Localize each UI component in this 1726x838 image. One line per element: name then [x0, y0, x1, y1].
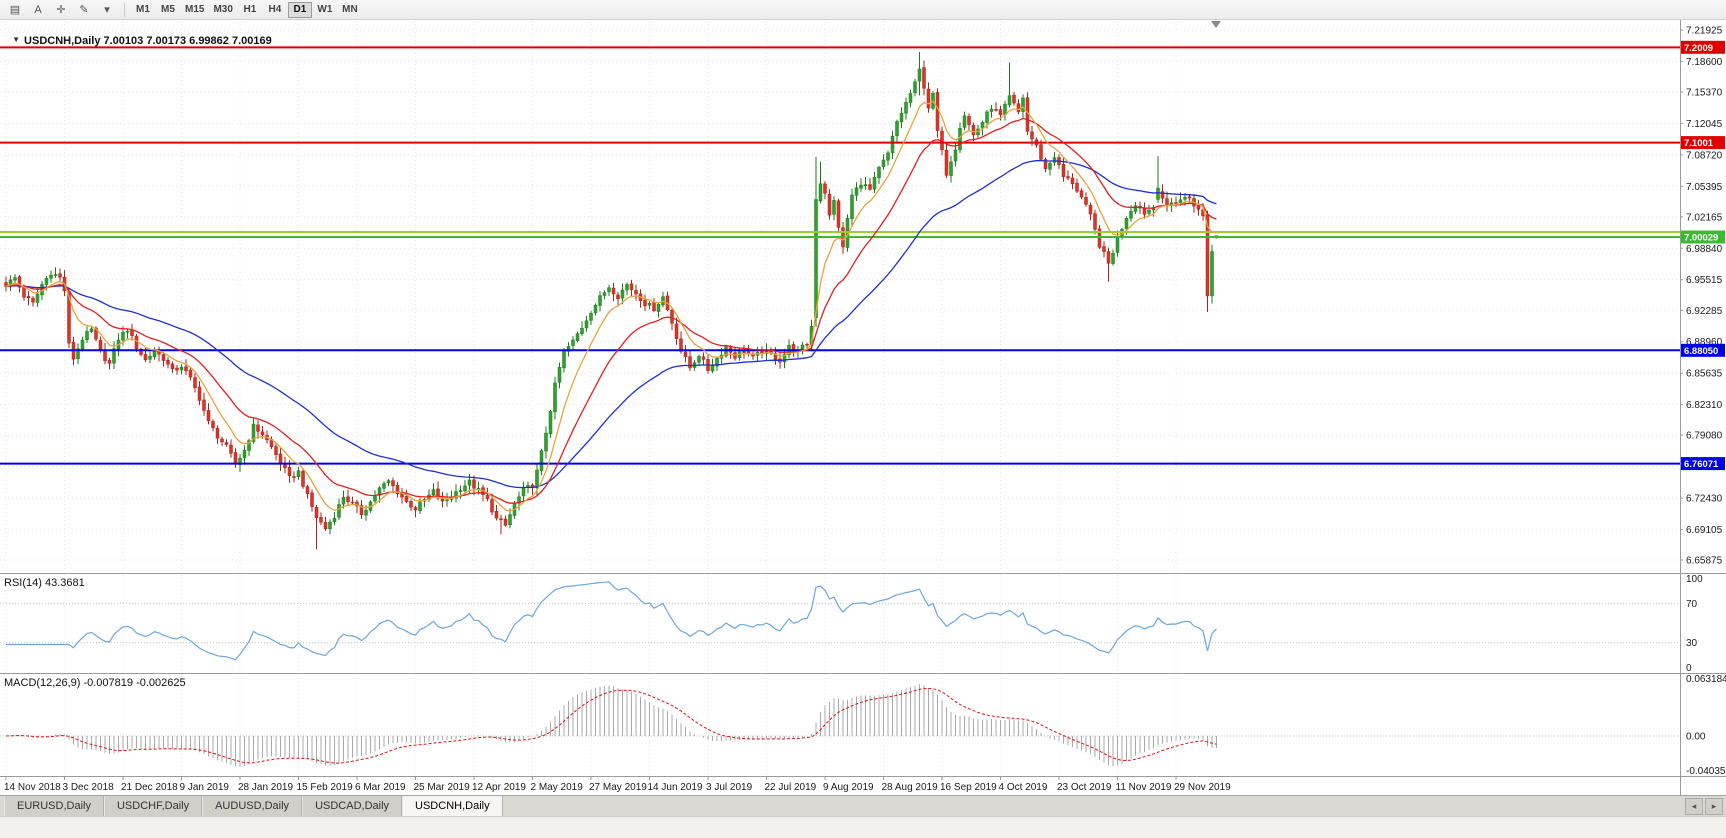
macd-histogram	[10, 684, 1217, 767]
chart-tab-bar: EURUSD,Daily USDCHF,Daily AUDUSD,Daily USDC…	[0, 795, 1726, 816]
chart-menu-icon[interactable]: ▤	[9, 4, 21, 16]
svg-text:6.88050: 6.88050	[1684, 346, 1718, 357]
svg-text:21 Dec 2018: 21 Dec 2018	[121, 782, 178, 793]
macd-signal-line	[5, 687, 1217, 764]
svg-text:7.2009: 7.2009	[1684, 43, 1713, 54]
date-axis[interactable]: 14 Nov 2018 3 Dec 2018 21 Dec 2018 9 Jan 20…	[4, 776, 1231, 793]
cursor-tool-icon[interactable]: A	[34, 3, 42, 16]
svg-text:9 Jan 2019: 9 Jan 2019	[180, 782, 230, 793]
svg-text:16 Sep 2019: 16 Sep 2019	[940, 782, 997, 793]
svg-text:0.063184: 0.063184	[1686, 674, 1726, 685]
chart-canvas[interactable]: 7.21925 7.18600 7.15370 7.12045 7.08720 7.053…	[0, 0, 1726, 796]
crosshair-icon[interactable]: ✛	[56, 4, 66, 16]
svg-text:6.92285: 6.92285	[1686, 306, 1723, 317]
svg-text:6.65875: 6.65875	[1686, 556, 1723, 567]
svg-text:6.98840: 6.98840	[1686, 244, 1723, 255]
svg-text:12 Apr 2019: 12 Apr 2019	[472, 782, 526, 793]
svg-text:7.18600: 7.18600	[1686, 57, 1723, 68]
svg-text:70: 70	[1686, 599, 1698, 610]
rsi-line	[6, 581, 1217, 661]
timeframe-button-m30[interactable]: M30	[213, 4, 233, 15]
svg-text:7.15370: 7.15370	[1686, 88, 1723, 99]
svg-text:3 Dec 2018: 3 Dec 2018	[63, 782, 115, 793]
level-lines[interactable]	[0, 46, 1680, 465]
pane-separators	[0, 20, 1726, 795]
rsi-pane	[0, 581, 1680, 661]
svg-text:7.00029: 7.00029	[1684, 233, 1718, 244]
tab-list: EURUSD,Daily USDCHF,Daily AUDUSD,Daily USDC…	[4, 796, 503, 816]
timeframe-button-h1[interactable]: H1	[243, 4, 257, 15]
timeframe-button-m15[interactable]: M15	[185, 4, 205, 15]
ma-fast-line	[5, 100, 1217, 512]
tab-scroll-right-button[interactable]: ▸	[1705, 797, 1723, 815]
svg-text:6.82310: 6.82310	[1686, 400, 1723, 411]
svg-text:9 Aug 2019: 9 Aug 2019	[823, 782, 874, 793]
svg-text:3 Jul 2019: 3 Jul 2019	[706, 782, 753, 793]
macd-pane	[0, 684, 1680, 767]
toolbar: ▤ A ✛ ✎ ▾ M1 M5 M15 M30 H1 H4 D1 W1 MN	[0, 0, 1726, 20]
tab-usdchf-daily[interactable]: USDCHF,Daily	[103, 796, 203, 816]
svg-text:7.21925: 7.21925	[1686, 26, 1723, 37]
svg-text:25 Mar 2019: 25 Mar 2019	[414, 782, 471, 793]
svg-text:7.08720: 7.08720	[1686, 150, 1723, 161]
timeframe-button-h4[interactable]: H4	[268, 4, 282, 15]
svg-text:7.1001: 7.1001	[1684, 138, 1714, 149]
tab-audusd-daily[interactable]: AUDUSD,Daily	[202, 796, 303, 816]
toolbar-icons: ▤ A ✛ ✎ ▾	[4, 1, 118, 19]
svg-text:15 Feb 2019: 15 Feb 2019	[297, 782, 354, 793]
tab-usdcad-daily[interactable]: USDCAD,Daily	[302, 796, 403, 816]
svg-text:6.69105: 6.69105	[1686, 525, 1723, 536]
svg-text:0: 0	[1686, 663, 1692, 674]
draw-dropdown-icon[interactable]: ▾	[104, 4, 110, 16]
timeframe-button-m5[interactable]: M5	[161, 4, 175, 15]
tab-usdcnh-daily[interactable]: USDCNH,Daily	[402, 796, 503, 816]
svg-text:7.02165: 7.02165	[1686, 212, 1723, 223]
tab-arrows: ◂ ▸	[1685, 796, 1726, 816]
level-labels: 7.2009 7.1001 7.00029 6.88050 6.76071	[1681, 40, 1725, 471]
svg-text:2 May 2019: 2 May 2019	[531, 782, 584, 793]
vertical-grid	[5, 20, 1177, 776]
svg-text:28 Aug 2019: 28 Aug 2019	[882, 782, 939, 793]
toolbar-separator	[124, 2, 125, 17]
svg-text:-0.040355: -0.040355	[1686, 766, 1726, 777]
svg-text:28 Jan 2019: 28 Jan 2019	[238, 782, 293, 793]
svg-text:7.12045: 7.12045	[1686, 119, 1723, 130]
svg-text:4 Oct 2019: 4 Oct 2019	[999, 782, 1048, 793]
svg-text:0.00: 0.00	[1686, 732, 1706, 743]
timeframe-button-d1[interactable]: D1	[287, 1, 312, 18]
timeframe-buttons: M1 M5 M15 M30 H1 H4 D1 W1 MN	[131, 1, 362, 18]
svg-text:6.85635: 6.85635	[1686, 369, 1723, 380]
svg-text:6.76071: 6.76071	[1684, 459, 1719, 470]
svg-text:7.05395: 7.05395	[1686, 182, 1723, 193]
shift-marker	[1211, 21, 1221, 28]
candles[interactable]	[4, 52, 1219, 550]
svg-text:6.88960: 6.88960	[1686, 337, 1723, 348]
timeframe-button-mn[interactable]: MN	[342, 4, 358, 15]
svg-text:6.95515: 6.95515	[1686, 275, 1723, 286]
svg-text:30: 30	[1686, 638, 1698, 649]
ma-medium-line	[5, 117, 1217, 504]
svg-text:11 Nov 2019: 11 Nov 2019	[1116, 782, 1172, 793]
svg-text:6.79080: 6.79080	[1686, 431, 1723, 442]
draw-tool-icon[interactable]: ✎	[79, 4, 89, 16]
svg-text:14 Jun 2019: 14 Jun 2019	[648, 782, 703, 793]
svg-text:6.72430: 6.72430	[1686, 494, 1723, 505]
svg-text:100: 100	[1686, 574, 1703, 585]
svg-text:22 Jul 2019: 22 Jul 2019	[765, 782, 817, 793]
tab-eurusd-daily[interactable]: EURUSD,Daily	[4, 796, 104, 816]
svg-text:6 Mar 2019: 6 Mar 2019	[355, 782, 406, 793]
svg-text:23 Oct 2019: 23 Oct 2019	[1057, 782, 1112, 793]
price-grid	[0, 29, 1680, 561]
tab-scroll-left-button[interactable]: ◂	[1685, 797, 1703, 815]
price-axis[interactable]: 7.21925 7.18600 7.15370 7.12045 7.08720 7.053…	[1680, 26, 1726, 778]
timeframe-button-w1[interactable]: W1	[317, 4, 333, 15]
svg-text:29 Nov 2019: 29 Nov 2019	[1174, 782, 1231, 793]
svg-text:14 Nov 2018: 14 Nov 2018	[4, 782, 61, 793]
ma-slow-line	[5, 159, 1217, 489]
svg-text:27 May 2019: 27 May 2019	[589, 782, 647, 793]
timeframe-button-m1[interactable]: M1	[136, 4, 150, 15]
status-strip	[0, 816, 1726, 838]
